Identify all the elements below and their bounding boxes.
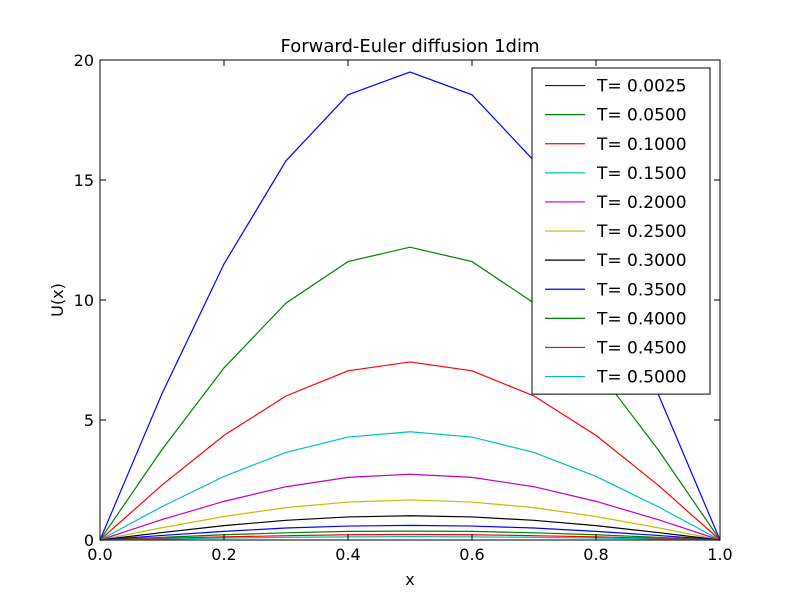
x-tick-label: 0.2 bbox=[211, 545, 236, 564]
legend-label: T= 0.0500 bbox=[596, 106, 687, 126]
x-axis-label: x bbox=[405, 570, 414, 589]
y-tick-label: 5 bbox=[84, 411, 94, 430]
legend-label: T= 0.1000 bbox=[596, 135, 687, 155]
legend-label: T= 0.5000 bbox=[596, 368, 687, 388]
legend-label: T= 0.3500 bbox=[596, 280, 687, 300]
y-axis-label: U(x) bbox=[48, 283, 67, 317]
series-line-2 bbox=[99, 246, 721, 541]
series-line-10 bbox=[99, 533, 721, 541]
legend: T= 0.0025 T= 0.0500 T= 0.1000 T= 0.1500 T= 0… bbox=[531, 67, 711, 395]
x-tick-label: 0.4 bbox=[335, 545, 360, 564]
y-tick-label: 10 bbox=[74, 291, 94, 310]
legend-label: T= 0.2000 bbox=[596, 193, 687, 213]
series-line-5 bbox=[99, 473, 721, 541]
series-line-9 bbox=[99, 530, 721, 541]
series-line-3 bbox=[99, 361, 721, 541]
legend-label: T= 0.4500 bbox=[596, 338, 687, 358]
series-line-4 bbox=[99, 431, 721, 541]
legend-label: T= 0.4000 bbox=[596, 309, 687, 329]
series-line-7 bbox=[99, 515, 721, 541]
chart-title: Forward-Euler diffusion 1dim bbox=[280, 36, 539, 57]
legend-label: T= 0.0025 bbox=[596, 77, 687, 97]
x-tick-label: 0.0 bbox=[87, 545, 112, 564]
series-line-6 bbox=[99, 499, 721, 541]
x-tick-label: 1.0 bbox=[707, 545, 732, 564]
y-tick-label: 20 bbox=[74, 51, 94, 70]
y-tick-label: 15 bbox=[74, 171, 94, 190]
series-line-11 bbox=[99, 536, 721, 541]
y-tick-label: 0 bbox=[84, 531, 94, 550]
x-tick-label: 0.8 bbox=[583, 545, 608, 564]
legend-label: T= 0.2500 bbox=[596, 222, 687, 242]
x-tick-label: 0.6 bbox=[459, 545, 484, 564]
series-layer bbox=[99, 71, 721, 541]
series-line-8 bbox=[99, 524, 721, 541]
legend-label: T= 0.3000 bbox=[596, 251, 687, 271]
legend-label: T= 0.1500 bbox=[596, 164, 687, 184]
ticks-layer: 0.0 0.2 0.4 0.6 0.8 1.0 0 5 10 15 20 bbox=[74, 51, 733, 564]
